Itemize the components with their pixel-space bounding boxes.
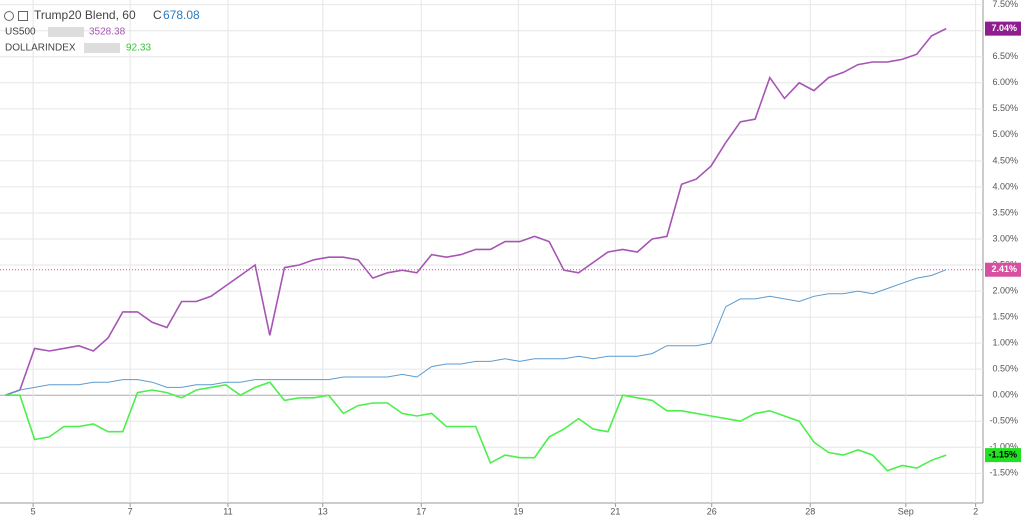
series-line: [4, 269, 947, 396]
x-tick-label: 21: [610, 506, 620, 516]
toggle-icon[interactable]: [18, 11, 28, 21]
price-badge-label: 2.41%: [991, 264, 1017, 274]
y-tick-label: 4.00%: [992, 181, 1018, 191]
y-tick-label: 6.00%: [992, 77, 1018, 87]
legend-buttons[interactable]: [84, 43, 120, 53]
legend-name: DOLLARINDEX: [5, 43, 76, 54]
y-tick-label: 4.50%: [992, 155, 1018, 165]
x-tick-label: 17: [416, 506, 426, 516]
x-tick-label: 11: [223, 506, 232, 516]
y-tick-label: 5.50%: [992, 103, 1018, 113]
y-tick-label: -1.50%: [989, 468, 1018, 478]
x-tick-label: 26: [707, 506, 717, 516]
close-value: 678.08: [163, 8, 200, 22]
y-tick-label: 1.00%: [992, 338, 1018, 348]
y-tick-label: -1.00%: [989, 442, 1018, 452]
price-badge-label: 7.04%: [991, 23, 1017, 33]
y-tick-label: 5.00%: [992, 129, 1018, 139]
symbol-title: Trump20 Blend, 60: [34, 8, 136, 22]
legend-last: 3528.38: [89, 27, 126, 38]
x-tick-label: 19: [513, 506, 523, 516]
y-tick-label: 1.50%: [992, 311, 1018, 321]
close-prefix: C: [153, 8, 162, 22]
x-tick-label: Sep: [898, 506, 914, 516]
y-tick-label: 0.50%: [992, 364, 1018, 374]
price-badge-label: -1.15%: [988, 449, 1017, 459]
price-badge: [985, 21, 1021, 36]
series-line: [5, 381, 947, 472]
y-tick-label: 2.00%: [992, 285, 1018, 295]
x-tick-label: 7: [128, 506, 133, 516]
x-tick-label: 28: [805, 506, 815, 516]
collapse-icon[interactable]: [4, 11, 14, 21]
legend-buttons[interactable]: [48, 27, 84, 37]
y-tick-label: 6.50%: [992, 51, 1018, 61]
x-tick-label: 2: [973, 506, 978, 516]
legend-last: 92.33: [126, 43, 151, 54]
y-tick-label: 0.00%: [992, 390, 1018, 400]
y-tick-label: 7.50%: [992, 0, 1018, 9]
y-tick-label: 3.50%: [992, 207, 1018, 217]
y-tick-label: -0.50%: [989, 416, 1018, 426]
price-badge: [985, 448, 1021, 463]
price-badge: [985, 262, 1021, 277]
y-tick-label: 3.00%: [992, 233, 1018, 243]
x-tick-label: 5: [31, 506, 36, 516]
x-tick-label: 13: [318, 506, 328, 516]
legend-name: US500: [5, 27, 36, 38]
series-line: [4, 27, 947, 396]
